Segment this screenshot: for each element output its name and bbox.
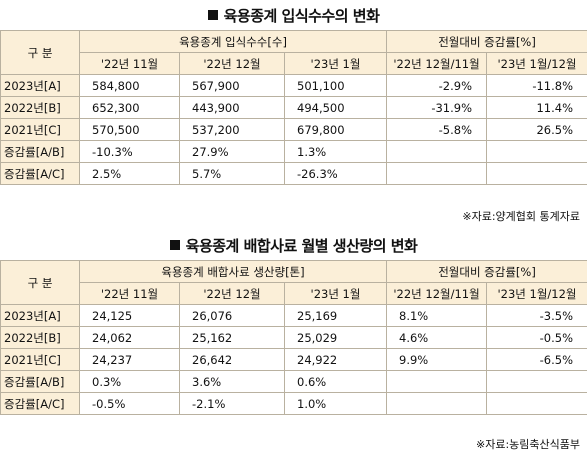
- cell: 570,500: [79, 118, 180, 141]
- row-label: 2022년[B]: [0, 326, 80, 349]
- cell: 9.9%: [386, 348, 488, 371]
- cell: -31.9%: [386, 96, 488, 119]
- row-label: 증감률[A/C]: [0, 162, 80, 185]
- row-label: 2023년[A]: [0, 74, 80, 97]
- table-row: 증감률[A/B] 0.3% 3.6% 0.6%: [0, 370, 587, 393]
- cell: -11.8%: [486, 74, 587, 97]
- cell: [486, 140, 587, 163]
- table-row: 증감률[A/C] -0.5% -2.1% 1.0%: [0, 392, 587, 415]
- row-label: 2023년[A]: [0, 304, 80, 327]
- table-row: 2022년[B] 24,062 25,162 25,029 4.6% -0.5%: [0, 326, 587, 349]
- cell: 501,100: [283, 74, 388, 97]
- cell: 26.5%: [486, 118, 587, 141]
- cell: 26,642: [179, 348, 285, 371]
- feed-production-table: 구 분 육용종계 배합사료 생산량[톤] 전월대비 증감률[%] '22년 11…: [0, 260, 587, 415]
- subheader-rate-jan-dec: '23년 1월/12월: [486, 282, 587, 305]
- subheader-dec22: '22년 12월: [179, 52, 285, 75]
- cell: 2.5%: [79, 162, 180, 185]
- cell: 3.6%: [179, 370, 285, 393]
- cell: 567,900: [179, 74, 285, 97]
- cell: -26.3%: [283, 162, 388, 185]
- table2-source: ※자료:농림축산식품부: [475, 438, 580, 451]
- square-bullet-icon: [169, 240, 180, 250]
- row-label: 증감률[A/B]: [0, 370, 80, 393]
- chick-placement-table: 구 분 육용종계 입식수수[수] 전월대비 증감률[%] '22년 11월 '2…: [0, 30, 587, 185]
- cell: 0.6%: [283, 370, 388, 393]
- header-group-rate: 전월대비 증감률[%]: [386, 260, 587, 283]
- subheader-jan23: '23년 1월: [283, 282, 388, 305]
- subheader-rate-dec-nov: '22년 12월/11월: [386, 282, 488, 305]
- cell: [386, 162, 488, 185]
- cell: 0.3%: [79, 370, 180, 393]
- cell: 494,500: [283, 96, 388, 119]
- cell: 26,076: [179, 304, 285, 327]
- cell: -0.5%: [79, 392, 180, 415]
- table-row: 증감률[A/C] 2.5% 5.7% -26.3%: [0, 162, 587, 185]
- table2-title: 육용종계 배합사료 월별 생산량의 변화: [0, 232, 587, 258]
- table1-source: ※자료:양계협회 통계자료: [462, 210, 580, 223]
- cell: 25,029: [283, 326, 388, 349]
- row-label: 증감률[A/C]: [0, 392, 80, 415]
- header-category: 구 분: [0, 30, 80, 75]
- table-row: 증감률[A/B] -10.3% 27.9% 1.3%: [0, 140, 587, 163]
- subheader-jan23: '23년 1월: [283, 52, 388, 75]
- cell: [386, 392, 488, 415]
- cell: 25,162: [179, 326, 285, 349]
- cell: -5.8%: [386, 118, 488, 141]
- cell: 24,125: [79, 304, 180, 327]
- cell: -10.3%: [79, 140, 180, 163]
- cell: [386, 140, 488, 163]
- cell: 1.3%: [283, 140, 388, 163]
- cell: 11.4%: [486, 96, 587, 119]
- cell: -0.5%: [486, 326, 587, 349]
- cell: [486, 392, 587, 415]
- cell: 8.1%: [386, 304, 488, 327]
- table-row: 2022년[B] 652,300 443,900 494,500 -31.9% …: [0, 96, 587, 119]
- table-row: 2023년[A] 24,125 26,076 25,169 8.1% -3.5%: [0, 304, 587, 327]
- subheader-rate-jan-dec: '23년 1월/12월: [486, 52, 587, 75]
- row-label: 2022년[B]: [0, 96, 80, 119]
- table-row: 2021년[C] 570,500 537,200 679,800 -5.8% 2…: [0, 118, 587, 141]
- cell: [486, 162, 587, 185]
- header-group-count: 육용종계 입식수수[수]: [78, 30, 388, 53]
- cell: 443,900: [179, 96, 285, 119]
- row-label: 2021년[C]: [0, 348, 80, 371]
- row-label: 2021년[C]: [0, 118, 80, 141]
- subheader-nov22: '22년 11월: [79, 282, 180, 305]
- header-group-production: 육용종계 배합사료 생산량[톤]: [78, 260, 388, 283]
- header-category: 구 분: [0, 260, 80, 305]
- cell: 584,800: [79, 74, 180, 97]
- table1-title: 육용종계 입식수수의 변화: [0, 2, 587, 28]
- table2-title-text: 육용종계 배합사료 월별 생산량의 변화: [185, 236, 418, 255]
- cell: 4.6%: [386, 326, 488, 349]
- row-label: 증감률[A/B]: [0, 140, 80, 163]
- table1-title-text: 육용종계 입식수수의 변화: [223, 6, 380, 25]
- cell: 24,922: [283, 348, 388, 371]
- cell: [386, 370, 488, 393]
- square-bullet-icon: [207, 10, 218, 20]
- subheader-dec22: '22년 12월: [179, 282, 285, 305]
- cell: 24,062: [79, 326, 180, 349]
- cell: 5.7%: [179, 162, 285, 185]
- subheader-nov22: '22년 11월: [79, 52, 180, 75]
- cell: -2.1%: [179, 392, 285, 415]
- subheader-rate-dec-nov: '22년 12월/11월: [386, 52, 488, 75]
- header-group-rate: 전월대비 증감률[%]: [386, 30, 587, 53]
- table-row: 2023년[A] 584,800 567,900 501,100 -2.9% -…: [0, 74, 587, 97]
- cell: 537,200: [179, 118, 285, 141]
- table-row: 2021년[C] 24,237 26,642 24,922 9.9% -6.5%: [0, 348, 587, 371]
- cell: -6.5%: [486, 348, 587, 371]
- cell: 27.9%: [179, 140, 285, 163]
- cell: -3.5%: [486, 304, 587, 327]
- cell: [486, 370, 587, 393]
- cell: 25,169: [283, 304, 388, 327]
- cell: 24,237: [79, 348, 180, 371]
- cell: -2.9%: [386, 74, 488, 97]
- cell: 652,300: [79, 96, 180, 119]
- cell: 1.0%: [283, 392, 388, 415]
- cell: 679,800: [283, 118, 388, 141]
